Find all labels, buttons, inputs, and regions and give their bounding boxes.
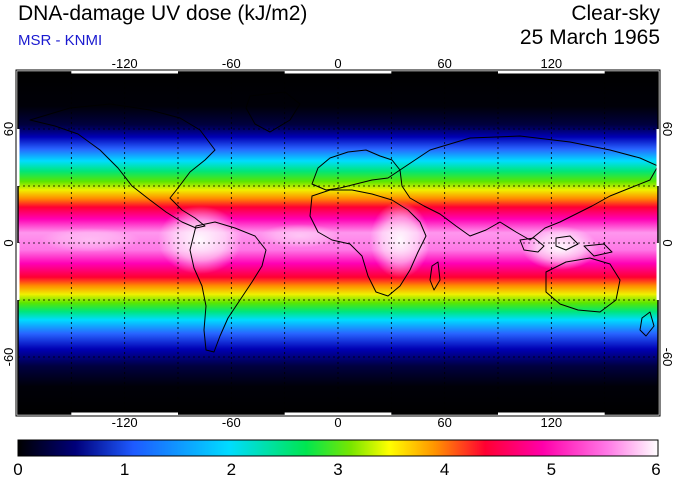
colorbar-label: 6 [651,460,660,479]
colorbar-label: 2 [227,460,236,479]
lon-tick-bottom: -60 [222,415,241,430]
date-label: 25 March 1965 [519,26,660,49]
lat-tick-right: 0 [660,239,675,246]
map-title: DNA-damage UV dose (kJ/m2) [18,2,308,25]
map-frame [15,69,661,417]
sky-condition-label: Clear-sky [571,2,660,25]
lat-tick-right: 60 [660,122,675,136]
colorbar-gradient [17,439,659,457]
lon-tick-bottom: 120 [540,415,562,430]
colorbar-label: 1 [120,460,129,479]
lon-tick-top: 120 [540,56,562,71]
lon-tick-bottom: 0 [334,415,341,430]
lon-tick-top: -120 [112,56,138,71]
colorbar-label: 3 [333,460,342,479]
lon-tick-bottom: -120 [112,415,138,430]
colorbar: 0 1 2 3 4 5 6 [13,439,661,479]
lat-tick-left: -60 [1,348,16,367]
colorbar-label: 0 [13,460,22,479]
data-source-credit: MSR - KNMI [18,32,103,49]
lon-tick-top: -60 [222,56,241,71]
lon-tick-bottom: 60 [437,415,451,430]
lat-tick-right: -60 [660,348,675,367]
graticule [18,72,658,414]
colorbar-label: 5 [547,460,556,479]
colorbar-label: 4 [440,460,449,479]
lat-tick-left: 0 [1,239,16,246]
lat-tick-left: 60 [1,122,16,136]
lon-tick-top: 0 [334,56,341,71]
coastlines [29,91,658,353]
lon-tick-top: 60 [437,56,451,71]
